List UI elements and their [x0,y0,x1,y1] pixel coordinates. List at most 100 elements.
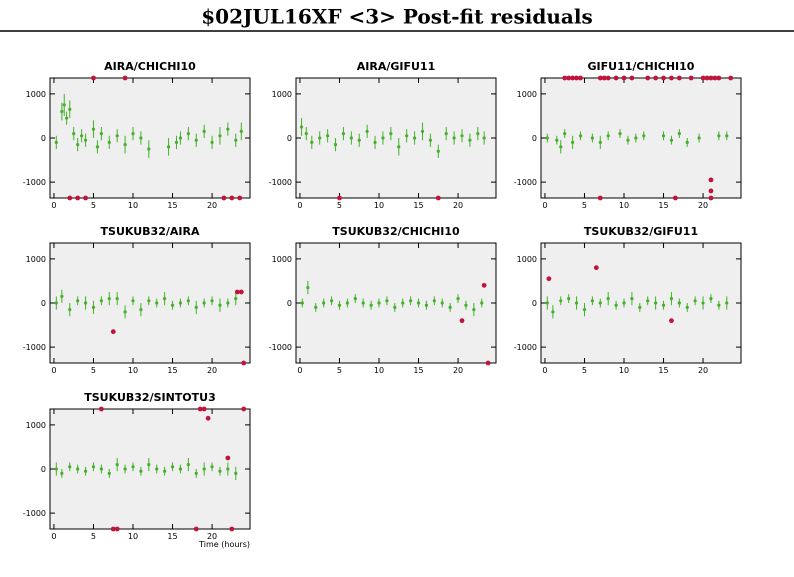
point [622,301,626,305]
point [618,131,622,136]
point [345,301,349,305]
point [98,406,104,412]
point [464,303,468,307]
point [238,289,244,295]
point [685,140,689,145]
point [68,107,72,111]
point [163,296,167,301]
y-tick-label: 1000 [272,255,292,264]
x-tick-label: 20 [207,532,217,541]
y-tick-label: 1000 [26,255,46,264]
point [642,134,646,138]
point [147,462,151,467]
point [626,138,630,142]
point [114,526,120,532]
panel-title: TSUKUB32/AIRA [101,225,200,238]
point [424,303,429,307]
x-tick-label: 0 [51,366,56,375]
point [241,406,247,412]
point [174,140,179,145]
point [685,305,689,310]
point [201,406,207,412]
point [559,299,563,303]
x-tick-label: 15 [167,532,177,541]
point [357,138,361,142]
point [95,145,100,149]
point [654,301,658,305]
point [202,301,206,305]
point [239,129,243,133]
point [661,75,666,81]
point [337,195,342,201]
point [416,301,421,305]
y-tick-label: 0 [41,134,46,143]
x-tick-label: 5 [582,201,587,210]
point [401,301,405,305]
point [669,296,674,301]
point [629,75,635,81]
point [570,75,576,81]
point [225,455,231,461]
x-tick-label: 20 [453,201,463,210]
point [436,149,440,153]
point [67,195,73,201]
point [139,308,143,312]
y-tick-label: -1000 [23,178,46,187]
point [115,296,119,301]
point [115,462,119,467]
point [646,299,650,303]
point [241,360,247,366]
x-tick-label: 5 [91,366,96,375]
point [578,134,583,138]
x-tick-label: 20 [453,366,463,375]
point [614,303,618,307]
point [578,75,583,81]
point [170,303,175,307]
x-tick-label: 0 [542,366,547,375]
point [708,75,714,81]
point [197,406,203,412]
point [397,145,401,149]
y-tick-label: 1000 [517,255,537,264]
point [613,75,619,81]
point [131,465,135,469]
point [669,138,674,142]
x-tick-label: 15 [658,201,668,210]
point [163,469,167,473]
point [361,301,365,305]
point [653,75,659,81]
x-axis-label: Time (hours) [198,540,250,549]
point [688,75,694,81]
x-tick-label: 5 [337,201,342,210]
point [701,301,705,305]
panel-title: GIFU11/CHICHI10 [588,60,695,73]
point [405,134,409,138]
point [234,296,238,301]
point [598,140,602,145]
point [131,131,135,136]
point [593,265,599,271]
point [83,301,88,305]
point [385,299,389,303]
point [107,140,111,145]
point [621,75,627,81]
point [194,471,198,476]
point [571,140,575,145]
y-tick-label: 0 [41,299,46,308]
point [440,301,444,305]
y-tick-label: -1000 [514,343,537,352]
point [597,195,603,201]
point [590,136,594,140]
point [435,195,441,201]
y-tick-label: 1000 [272,90,292,99]
x-tick-label: 10 [374,201,384,210]
plot-area [49,242,251,364]
point [645,75,651,81]
point [229,195,235,201]
point [115,134,119,138]
y-tick-label: 1000 [517,90,537,99]
plot-area [540,242,742,364]
point [590,299,594,303]
point [237,195,243,201]
